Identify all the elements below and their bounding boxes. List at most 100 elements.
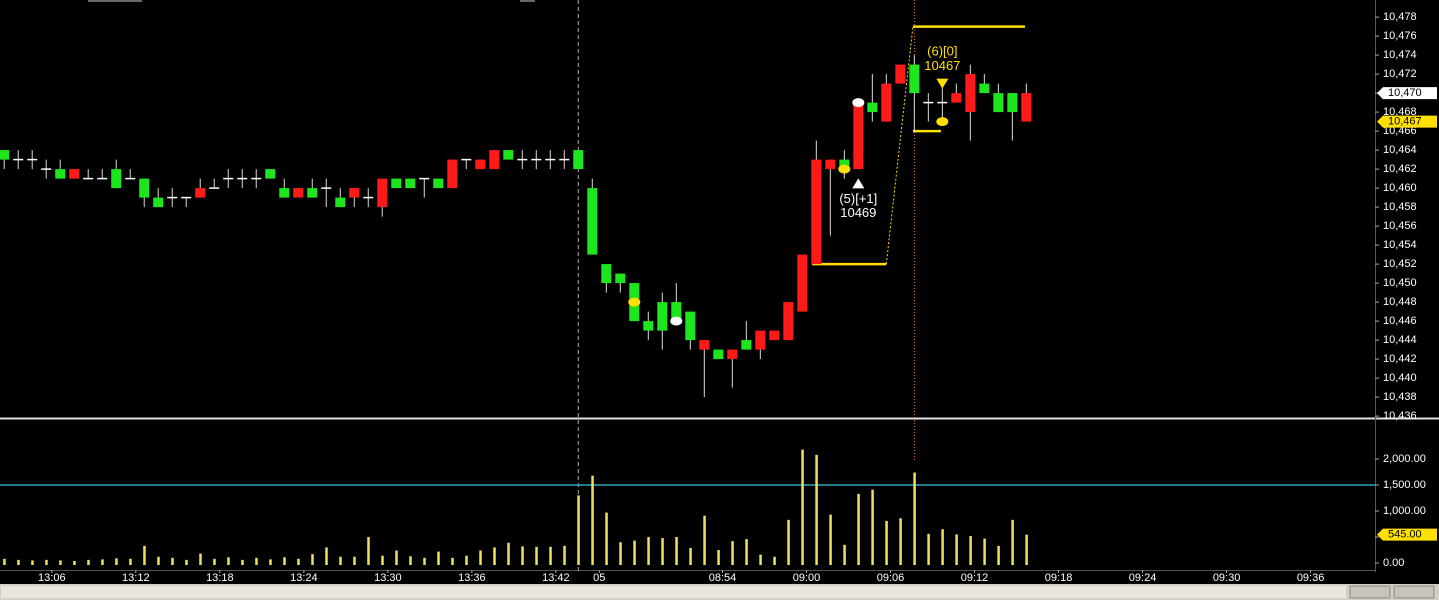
volume-bar: [647, 537, 650, 565]
candle-body: [475, 159, 486, 170]
candle-body: [55, 169, 66, 179]
candle-body: [433, 178, 444, 189]
volume-bar: [969, 535, 972, 565]
volume-bar: [297, 558, 300, 565]
candle-body: [867, 102, 878, 113]
volume-bar: [507, 542, 510, 565]
candle-body: [797, 254, 808, 312]
volume-bar: [661, 538, 664, 565]
volume-bar: [535, 546, 538, 565]
candle-body: [111, 169, 122, 189]
volume-bar: [45, 559, 48, 565]
volume-bar: [395, 550, 398, 565]
volume-bar: [941, 529, 944, 565]
scrollbar[interactable]: [0, 584, 1439, 600]
volume-bar: [1011, 519, 1014, 565]
y-tick-label: 10,436: [1383, 410, 1417, 422]
y-tick-label: 10,456: [1383, 220, 1417, 232]
volume-bar: [1025, 534, 1028, 565]
y-tick-label: 2,000.00: [1383, 453, 1426, 465]
signal-annotation: (5)[+1]: [839, 191, 877, 206]
price-tag-label: 10,470: [1388, 87, 1422, 99]
y-tick-label: 10,450: [1383, 277, 1417, 289]
signal-annotation: 10467: [924, 58, 960, 73]
volume-bar: [185, 559, 188, 565]
x-tick-label: 13:24: [290, 572, 318, 584]
y-tick-label: 1,500.00: [1383, 479, 1426, 491]
y-tick-label: 1,000.00: [1383, 505, 1426, 517]
x-tick-label: 09:06: [877, 572, 905, 584]
x-tick-label: 13:18: [206, 572, 234, 584]
volume-bar: [143, 545, 146, 565]
volume-bar: [59, 560, 62, 565]
y-tick-label: 0.00: [1383, 557, 1404, 569]
candle-body: [727, 349, 738, 360]
scrollbar-thumb[interactable]: [1, 586, 1346, 598]
volume-bar: [927, 533, 930, 565]
volume-bar: [3, 558, 6, 565]
candle-body: [489, 150, 500, 170]
scroll-left-button[interactable]: [1349, 585, 1391, 599]
volume-bar: [745, 539, 748, 565]
volume-bar: [283, 557, 286, 565]
x-tick-label: 13:36: [458, 572, 486, 584]
y-tick-label: 10,438: [1383, 391, 1417, 403]
price-tag: [1377, 87, 1437, 100]
volume-bar: [801, 449, 804, 565]
y-tick-label: 10,464: [1383, 144, 1417, 156]
signal-dot: [852, 98, 865, 108]
volume-bar: [157, 556, 160, 565]
candle-body: [713, 349, 724, 360]
scroll-right-button[interactable]: [1393, 585, 1435, 599]
x-tick-label: 13:42: [542, 572, 570, 584]
candle-body: [685, 311, 696, 341]
volume-bar: [479, 550, 482, 565]
x-tick-label: 09:24: [1129, 572, 1157, 584]
candle-body: [335, 197, 346, 208]
volume-bar: [241, 559, 244, 565]
candle-body: [139, 178, 150, 198]
candle-body: [769, 330, 780, 341]
volume-bar: [549, 546, 552, 565]
volume-bar: [311, 554, 314, 565]
candle-body: [349, 188, 360, 198]
volume-bar: [633, 540, 636, 565]
y-tick-label: 10,444: [1383, 334, 1417, 346]
y-tick-label: 10,462: [1383, 163, 1417, 175]
signal-triangle: [936, 78, 949, 89]
candle-body: [195, 188, 206, 198]
signal-dot: [936, 117, 949, 127]
volume-bar: [521, 546, 524, 565]
volume-bar: [353, 556, 356, 565]
candle-body: [643, 321, 654, 331]
candle-body: [573, 150, 584, 170]
y-tick-label: 10,460: [1383, 182, 1417, 194]
volume-bar: [955, 534, 958, 565]
x-tick-label: 13:12: [122, 572, 150, 584]
volume-bar: [213, 558, 216, 565]
candle-body: [503, 150, 514, 160]
y-tick-label: 10,458: [1383, 201, 1417, 213]
y-tick-label: 10,448: [1383, 296, 1417, 308]
candle-body: [377, 178, 388, 208]
volume-bar: [17, 559, 20, 565]
volume-bar: [73, 560, 76, 565]
candle-body: [657, 302, 668, 331]
volume-bar: [437, 551, 440, 565]
volume-bar: [829, 514, 832, 565]
volume-bar: [591, 475, 594, 565]
candle-body: [1021, 93, 1032, 122]
volume-bar: [787, 519, 790, 565]
x-tick-label: 09:18: [1045, 572, 1073, 584]
signal-annotation: (6)[0]: [927, 44, 957, 59]
volume-bar: [871, 489, 874, 565]
y-tick-label: 10,446: [1383, 315, 1417, 327]
volume-bar: [857, 493, 860, 565]
volume-bar: [899, 518, 902, 565]
volume-bar: [129, 558, 132, 565]
y-tick-label: 10,476: [1383, 30, 1417, 42]
candle-body: [825, 159, 836, 170]
